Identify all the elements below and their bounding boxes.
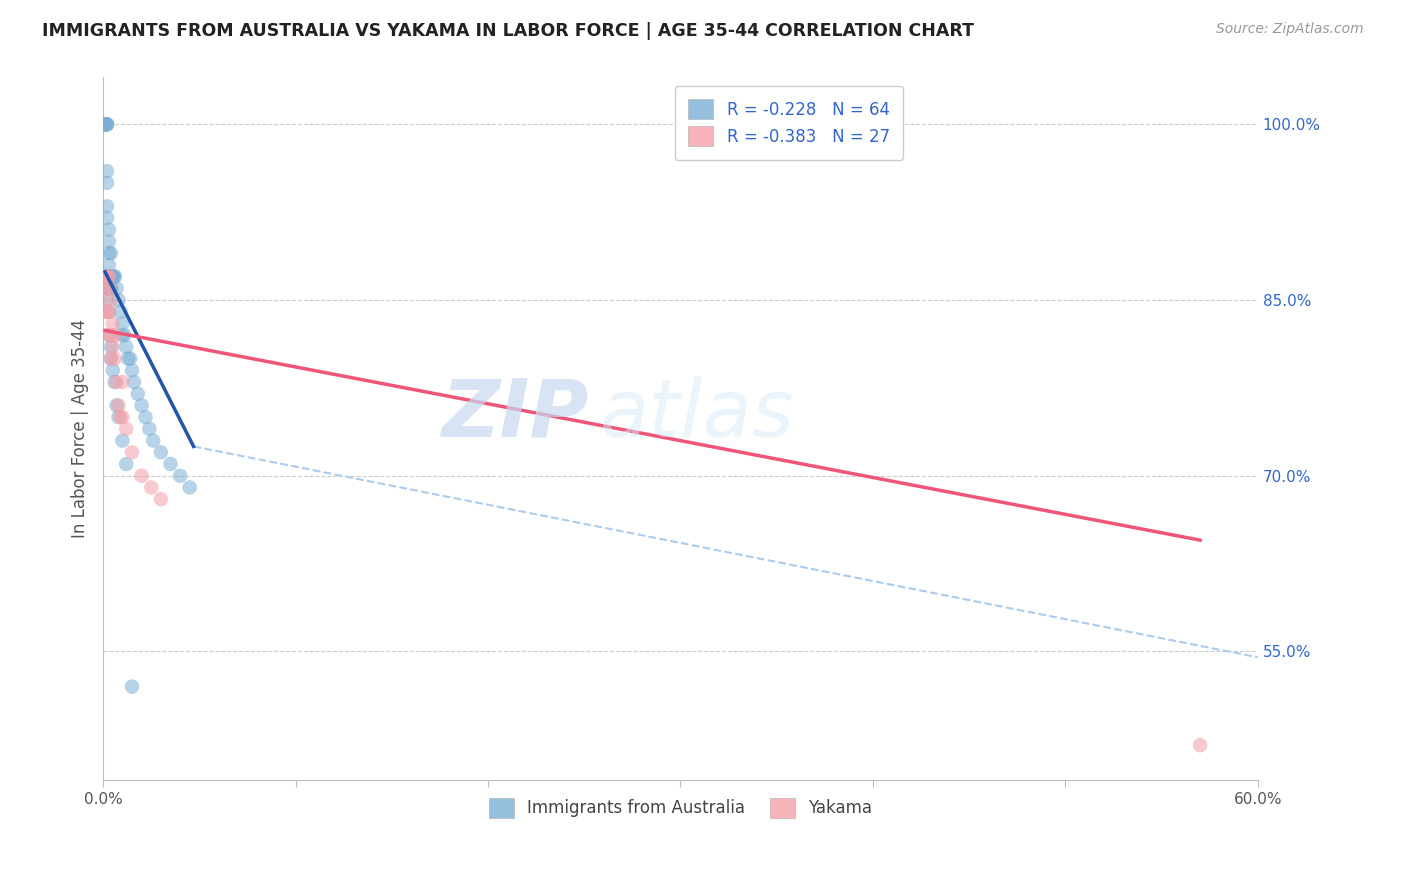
Point [100, 281, 122, 295]
Point [105, 281, 128, 295]
Point [100, 351, 122, 366]
Point [107, 399, 129, 413]
Point [96, 269, 118, 284]
Point [97, 269, 120, 284]
Point [100, 351, 122, 366]
Y-axis label: In Labor Force | Age 35-44: In Labor Force | Age 35-44 [72, 319, 89, 539]
Point [101, 269, 124, 284]
Point [110, 410, 132, 425]
Point [94, 269, 117, 284]
Point [94, 117, 117, 131]
Point [96, 293, 118, 307]
Point [94, 117, 117, 131]
Point [100, 340, 122, 354]
Point [101, 269, 124, 284]
Point [104, 328, 127, 343]
Point [97, 258, 120, 272]
Point [96, 199, 118, 213]
Point [96, 176, 118, 190]
Point [101, 269, 124, 284]
Point [131, 468, 153, 483]
Point [96, 164, 118, 178]
Point [101, 363, 124, 377]
Point [134, 410, 156, 425]
Point [105, 399, 128, 413]
Point [100, 293, 122, 307]
Point [97, 328, 120, 343]
Point [97, 269, 120, 284]
Point [111, 410, 134, 425]
Point [121, 445, 143, 459]
Point [115, 422, 138, 436]
Point [120, 351, 142, 366]
Point [111, 328, 134, 343]
Point [104, 269, 127, 284]
Point [101, 317, 124, 331]
Point [149, 492, 172, 507]
Point [97, 281, 120, 295]
Point [97, 328, 120, 343]
Point [127, 386, 149, 401]
Text: Source: ZipAtlas.com: Source: ZipAtlas.com [1216, 22, 1364, 37]
Point [107, 410, 129, 425]
Point [97, 281, 120, 295]
Point [110, 304, 132, 318]
Point [138, 422, 160, 436]
Point [97, 304, 120, 318]
Point [115, 457, 138, 471]
Point [111, 375, 134, 389]
Point [97, 235, 120, 249]
Point [179, 480, 201, 494]
Point [115, 340, 138, 354]
Point [141, 480, 163, 494]
Point [101, 340, 124, 354]
Point [94, 117, 117, 131]
Point [112, 328, 135, 343]
Point [94, 304, 117, 318]
Point [97, 304, 120, 318]
Point [94, 269, 117, 284]
Point [117, 351, 139, 366]
Point [104, 375, 127, 389]
Point [121, 680, 143, 694]
Point [96, 211, 118, 225]
Point [104, 269, 127, 284]
Point [97, 246, 120, 260]
Point [122, 375, 145, 389]
Point [111, 434, 134, 448]
Point [96, 304, 118, 318]
Point [100, 246, 122, 260]
Point [96, 117, 118, 131]
Point [111, 317, 134, 331]
Point [96, 269, 118, 284]
Point [142, 434, 165, 448]
Point [105, 375, 128, 389]
Point [159, 457, 181, 471]
Legend: Immigrants from Australia, Yakama: Immigrants from Australia, Yakama [482, 791, 879, 825]
Point [94, 269, 117, 284]
Point [96, 117, 118, 131]
Point [149, 445, 172, 459]
Point [100, 269, 122, 284]
Point [100, 328, 122, 343]
Point [104, 351, 127, 366]
Point [97, 269, 120, 284]
Text: atlas: atlas [599, 376, 794, 454]
Point [131, 399, 153, 413]
Point [1189, 738, 1212, 752]
Text: ZIP: ZIP [440, 376, 588, 454]
Point [100, 281, 122, 295]
Point [97, 269, 120, 284]
Point [94, 117, 117, 131]
Text: IMMIGRANTS FROM AUSTRALIA VS YAKAMA IN LABOR FORCE | AGE 35-44 CORRELATION CHART: IMMIGRANTS FROM AUSTRALIA VS YAKAMA IN L… [42, 22, 974, 40]
Point [121, 363, 143, 377]
Point [96, 281, 118, 295]
Point [169, 468, 191, 483]
Point [97, 223, 120, 237]
Point [96, 281, 118, 295]
Point [96, 117, 118, 131]
Point [107, 293, 129, 307]
